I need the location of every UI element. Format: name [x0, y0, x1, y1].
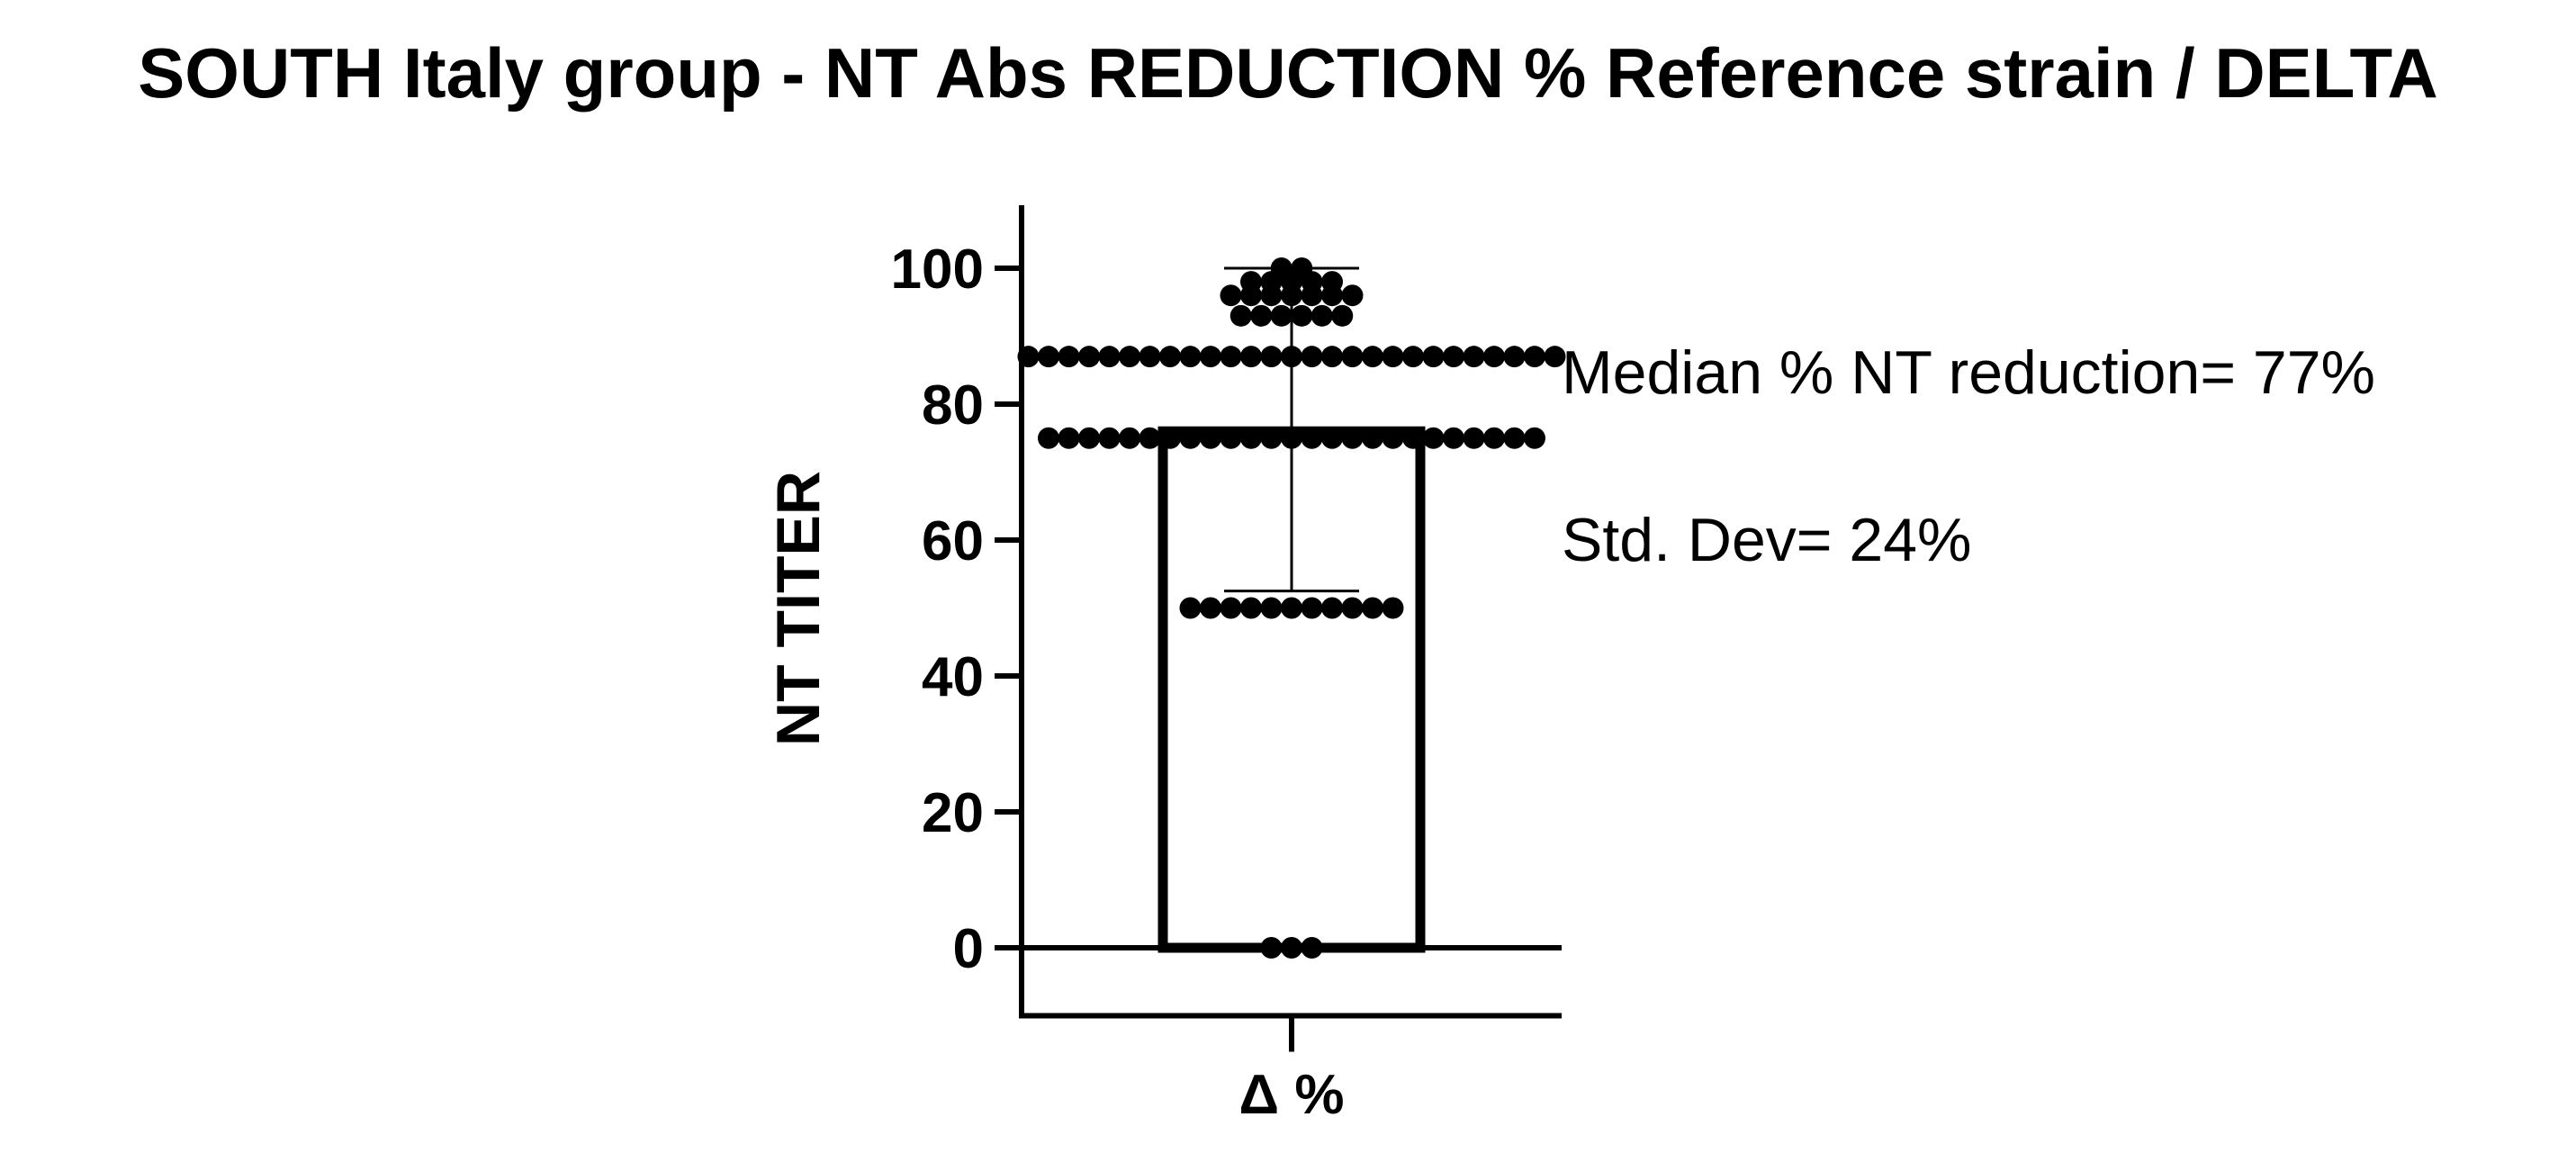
- data-point: [1220, 284, 1242, 307]
- data-point: [1240, 346, 1262, 368]
- data-point: [1483, 346, 1505, 368]
- data-point: [1260, 937, 1283, 959]
- data-point: [1341, 346, 1364, 368]
- annotation-std-dev: Std. Dev= 24%: [1562, 506, 1971, 574]
- data-point: [1159, 346, 1181, 368]
- data-point: [1291, 257, 1313, 279]
- y-tick-label: 80: [922, 374, 984, 437]
- data-point: [1382, 346, 1404, 368]
- data-point: [1341, 284, 1364, 307]
- chart-title: SOUTH Italy group - NT Abs REDUCTION % R…: [138, 33, 2438, 113]
- data-point: [1240, 271, 1262, 293]
- data-point: [1179, 346, 1202, 368]
- data-point: [1402, 346, 1424, 368]
- data-point: [1321, 346, 1343, 368]
- data-point: [1362, 346, 1383, 368]
- data-point: [1443, 427, 1464, 449]
- data-point: [1159, 427, 1181, 449]
- data-point: [1402, 427, 1424, 449]
- data-point: [1139, 427, 1161, 449]
- data-point: [1544, 346, 1566, 368]
- data-point: [1139, 346, 1161, 368]
- data-point: [1281, 427, 1302, 449]
- data-point: [1291, 304, 1313, 327]
- data-point: [1038, 346, 1059, 368]
- plot-area: 0 20 40 60 80 100 Δ %: [891, 205, 1566, 1126]
- data-point: [1058, 427, 1080, 449]
- data-point: [1382, 427, 1404, 449]
- data-point: [1362, 597, 1383, 619]
- data-point: [1200, 346, 1221, 368]
- data-point: [1321, 597, 1343, 619]
- data-point: [1200, 427, 1221, 449]
- data-point: [1281, 346, 1302, 368]
- data-point: [1200, 597, 1221, 619]
- data-point: [1098, 427, 1121, 449]
- data-point: [1078, 427, 1100, 449]
- data-point: [1250, 304, 1273, 327]
- y-tick-label: 40: [922, 646, 984, 708]
- data-point: [1240, 427, 1262, 449]
- data-point: [1260, 597, 1283, 619]
- y-axis-title: NT TITER: [764, 471, 833, 746]
- data-point: [1119, 346, 1140, 368]
- data-point: [1524, 346, 1545, 368]
- data-point: [1281, 597, 1302, 619]
- data-point: [1463, 427, 1485, 449]
- data-point: [1058, 346, 1080, 368]
- data-point: [1341, 427, 1364, 449]
- y-tick-label: 60: [922, 510, 984, 572]
- data-point: [1341, 597, 1364, 619]
- data-point: [1301, 597, 1323, 619]
- data-point: [1281, 937, 1302, 959]
- data-point: [1463, 346, 1485, 368]
- data-point: [1220, 346, 1242, 368]
- annotation-median: Median % NT reduction= 77%: [1562, 338, 2375, 407]
- data-point: [1038, 427, 1059, 449]
- data-point: [1443, 346, 1464, 368]
- y-tick-label: 100: [891, 239, 984, 301]
- data-point: [1422, 346, 1445, 368]
- data-point: [1260, 346, 1283, 368]
- data-point: [1503, 427, 1526, 449]
- data-point: [1331, 304, 1354, 327]
- y-tick-label: 20: [922, 782, 984, 844]
- data-point: [1422, 427, 1445, 449]
- data-point: [1270, 304, 1293, 327]
- data-point: [1078, 346, 1100, 368]
- data-point: [1179, 597, 1202, 619]
- data-point: [1260, 427, 1283, 449]
- data-point: [1220, 427, 1242, 449]
- data-point: [1098, 346, 1121, 368]
- x-tick-label: Δ %: [1239, 1064, 1345, 1126]
- data-point: [1240, 597, 1262, 619]
- data-point: [1017, 346, 1040, 368]
- data-point: [1321, 271, 1343, 293]
- data-point: [1311, 304, 1333, 327]
- data-point: [1503, 346, 1526, 368]
- data-point: [1362, 427, 1383, 449]
- data-point: [1301, 427, 1323, 449]
- data-point: [1483, 427, 1505, 449]
- data-point: [1119, 427, 1140, 449]
- data-point: [1524, 427, 1545, 449]
- data-point: [1229, 304, 1252, 327]
- data-point: [1321, 427, 1343, 449]
- data-point: [1301, 346, 1323, 368]
- y-tick-label: 0: [953, 918, 984, 980]
- data-point: [1179, 427, 1202, 449]
- data-point: [1301, 937, 1323, 959]
- data-point: [1270, 257, 1293, 279]
- data-point: [1220, 597, 1242, 619]
- data-point: [1382, 597, 1404, 619]
